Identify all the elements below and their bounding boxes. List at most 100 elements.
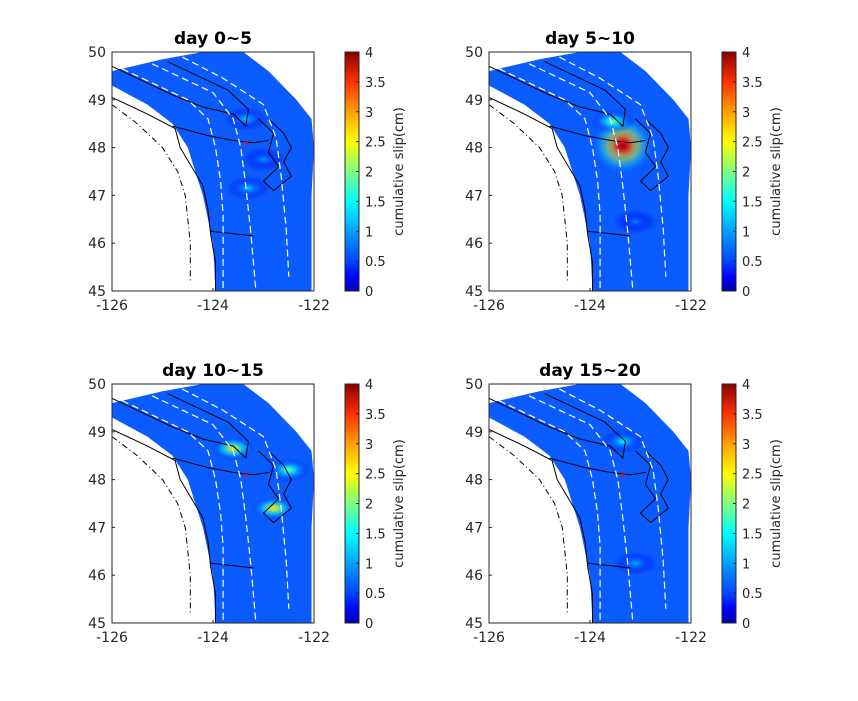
coastline [549,125,646,144]
coastline [635,450,669,524]
slip-background [112,384,314,623]
colorbar-tick-label: 2.5 [365,136,386,151]
colorbar-tick-label: 2 [742,166,750,181]
y-tick-label: 46 [465,236,483,252]
slip-hotspot [251,496,296,521]
coastline [258,118,292,192]
slip-hotspot [590,109,635,134]
x-tick-label: -126 [473,298,505,314]
x-tick-label: -126 [473,630,505,646]
station-marker: * [243,470,249,484]
slip-hotspot [600,429,645,454]
y-tick-label: 49 [465,93,483,109]
slip-hotspot [613,209,658,234]
plot-area: * [489,52,691,291]
slip-background [489,384,691,623]
depth-contour [172,384,290,609]
y-tick-label: 46 [88,236,106,252]
colorbar-tick-label: 3 [365,438,373,453]
colorbar-tick-label: 4 [742,46,750,61]
y-tick-label: 47 [465,520,483,536]
colorbar-tick-label: 0.5 [742,255,763,270]
coastline [587,562,631,569]
coastline [258,450,292,524]
y-tick-label: 48 [88,473,106,489]
slip-hotspot [211,436,256,461]
colorbar-tick-label: 1 [365,557,373,572]
y-tick-label: 47 [88,188,106,204]
coastline [172,125,269,144]
colorbar-tick-label: 3 [742,438,750,453]
colorbar-tick-label: 0.5 [365,587,386,602]
depth-contour [131,385,257,623]
y-tick-label: 46 [465,568,483,584]
colorbar-tick-label: 3 [742,106,750,121]
trench-line [489,436,568,614]
coastline [549,457,646,476]
coastline [112,96,216,291]
colorbar-tick-label: 2 [365,498,373,513]
y-tick-label: 45 [465,284,483,300]
colorbar-tick-label: 0 [365,617,373,632]
colorbar-tick-label: 1.5 [742,195,763,210]
x-tick-label: -122 [298,298,330,314]
coastline [587,230,631,237]
panel-1: * day 0~5 -126 -124 -122 45 46 47 48 49 50 0 0.5 1 1.5… [88,29,407,314]
colorbar-tick-label: 1 [742,557,750,572]
coastline [210,230,254,237]
slip-hotspot [241,147,286,172]
depth-contour [508,53,634,291]
colorbar-tick-label: 3.5 [742,408,763,423]
coastline [112,428,216,623]
y-tick-label: 49 [465,425,483,441]
y-tick-label: 49 [88,425,106,441]
coastline [489,393,626,460]
slip-background [112,52,314,291]
colorbar-tick-label: 0 [742,617,750,632]
x-tick-label: -124 [197,298,229,314]
chart-title: day 0~5 [174,29,252,49]
chart-title: day 10~15 [162,361,264,381]
depth-contour [549,52,667,277]
y-tick-label: 45 [88,616,106,632]
chart-title: day 15~20 [539,361,641,381]
trench-line [112,436,191,614]
depth-contour [112,395,224,623]
colorbar-tick-label: 2 [742,498,750,513]
plot-area: * [112,52,314,291]
colorbar-tick-label: 3.5 [365,76,386,91]
depth-contour [508,385,634,623]
colorbar-label: cumulative slip(cm) [769,439,784,568]
slip-background [489,52,691,291]
coastline [489,428,593,623]
slip-hotspot [266,458,311,483]
colorbar-tick-label: 4 [742,378,750,393]
y-tick-label: 50 [88,45,106,61]
plot-area: * [112,384,314,623]
chart-title: day 5~10 [545,29,635,49]
plot-area: * [489,384,691,623]
panel-2: * day 5~10 -126 -124 -122 45 46 47 48 49 50 0 0.5 1 1.… [465,29,784,314]
panel-3: * day 10~15 -126 -124 -122 45 46 47 48 49 50 0 0.5 1 1… [88,361,407,646]
x-tick-label: -126 [96,630,128,646]
coastline [489,61,626,128]
y-tick-label: 46 [88,568,106,584]
trench-line [112,104,191,282]
y-tick-label: 48 [88,141,106,157]
coastline [489,96,593,291]
x-tick-label: -122 [675,298,707,314]
y-tick-label: 49 [88,93,106,109]
colorbar-tick-label: 3.5 [742,76,763,91]
coastline [635,118,669,192]
colorbar-tick-label: 1.5 [365,527,386,542]
trench-line [489,104,568,282]
y-tick-label: 45 [465,616,483,632]
depth-contour [131,53,257,291]
x-tick-label: -122 [298,630,330,646]
coastline [210,562,254,569]
x-tick-label: -122 [675,630,707,646]
depth-contour [112,63,224,291]
colorbar-tick-label: 4 [365,46,373,61]
colorbar-tick-label: 2.5 [742,136,763,151]
